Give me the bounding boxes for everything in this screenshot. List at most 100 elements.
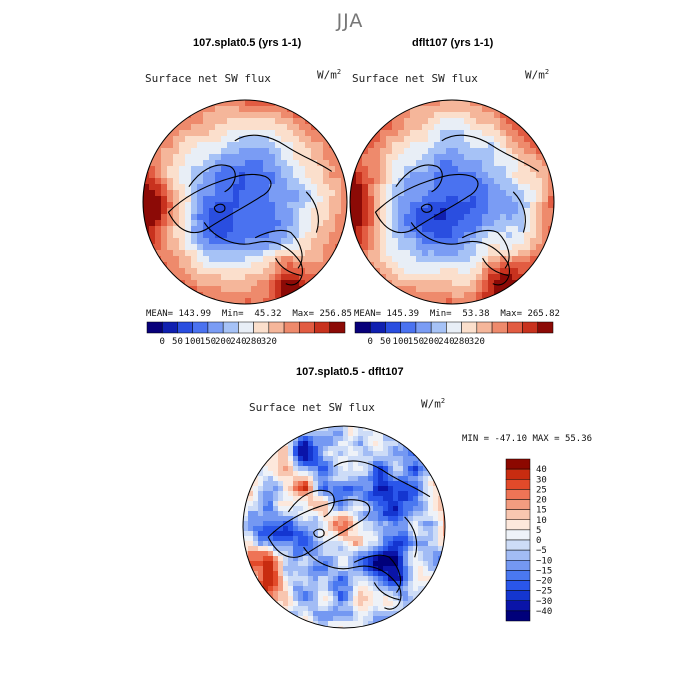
right-colorbar-box [522, 321, 539, 334]
right-stats: MEAN= 145.39 Min= 53.38 Max= 265.82 [354, 309, 560, 319]
right-colorbar-box [430, 321, 447, 334]
right-min: 53.38 [462, 309, 490, 319]
left-colorbar-box [192, 321, 209, 334]
difference-colorbar-tick: 30 [536, 475, 547, 485]
right-field [350, 100, 554, 304]
difference-field [243, 426, 445, 628]
right-map-border [349, 99, 555, 305]
right-colorbar-box [385, 321, 401, 334]
left-colorbar-box [314, 321, 331, 334]
difference-colorbar-tick: 25 [536, 485, 547, 495]
left-colorbar-box [177, 321, 193, 334]
right-panel-title: dflt107 (yrs 1-1) [412, 37, 494, 49]
left-max: 256.85 [319, 309, 352, 319]
right-colorbar-box [400, 321, 417, 334]
difference-colorbar-tick: −10 [536, 556, 552, 566]
left-colorbar-tick: 320 [261, 337, 277, 347]
difference-colorbar-tick: −15 [536, 566, 552, 576]
left-panel-title: 107.splat0.5 (yrs 1-1) [193, 37, 302, 49]
right-colorbar-box [507, 321, 523, 334]
right-colorbar-tick: 200 [423, 337, 439, 347]
diff-units: W/m2 [421, 397, 446, 411]
right-colorbar-box [491, 321, 508, 334]
difference-colorbar-box [505, 499, 531, 510]
right-colorbar-tick: 0 [368, 337, 373, 347]
left-colorbar-box [329, 321, 346, 334]
difference-colorbar-tick: −25 [536, 587, 552, 597]
left-mean-label: MEAN= [146, 309, 174, 319]
right-map [349, 99, 555, 305]
right-colorbar-box [369, 321, 386, 334]
right-colorbar-box [476, 321, 493, 334]
difference-colorbar-box [505, 590, 531, 601]
diff-max-label: MAX = [532, 434, 560, 444]
difference-colorbar-box [505, 468, 531, 480]
difference-colorbar-box [505, 529, 531, 541]
right-min-label: Min= [429, 309, 452, 319]
difference-colorbar-box [505, 458, 531, 470]
diff-min: -47.10 [494, 434, 528, 444]
left-min-label: Min= [221, 309, 244, 319]
left-colorbar-tick: 280 [245, 337, 261, 347]
diff-panel-title: 107.splat0.5 - dflt107 [296, 366, 404, 378]
right-colorbar-box [415, 321, 432, 334]
difference-colorbar-box [505, 489, 531, 500]
diff-max: 55.36 [564, 434, 593, 444]
difference-colorbar-tick: 15 [536, 506, 547, 516]
difference-colorbar-tick: 20 [536, 496, 547, 506]
right-colorbar-tick: 280 [453, 337, 469, 347]
right-colorbar-tick: 50 [380, 337, 391, 347]
season-title: JJA [336, 10, 364, 32]
left-colorbar-tick: 100 [185, 337, 201, 347]
difference-coastlines [267, 460, 431, 610]
difference-colorbar-box [505, 560, 531, 571]
left-colorbar-box [299, 321, 315, 334]
difference-colorbar-tick: −20 [536, 577, 552, 587]
left-colorbar-box [268, 321, 285, 334]
diff-min-label: MIN = [462, 434, 490, 444]
right-colorbar-tick: 150 [408, 337, 424, 347]
right-colorbar-box [354, 321, 371, 334]
difference-colorbar-box [505, 509, 531, 520]
left-field [143, 100, 347, 304]
right-units: W/m2 [525, 68, 550, 82]
difference-map-border [242, 425, 446, 629]
left-variable-label: Surface net SW flux [145, 72, 271, 85]
right-colorbar-tick: 100 [393, 337, 409, 347]
right-colorbar-tick: 240 [438, 337, 454, 347]
right-colorbar-box [461, 321, 478, 334]
left-map [142, 99, 348, 305]
left-colorbar-box [146, 321, 163, 334]
left-colorbar-box [161, 321, 178, 334]
difference-colorbar-tick: 5 [536, 526, 541, 536]
difference-colorbar-tick: 0 [536, 536, 541, 546]
right-colorbar-box [446, 321, 462, 334]
right-colorbar-box [537, 321, 554, 334]
difference-map [242, 425, 446, 629]
difference-colorbar-box [505, 610, 531, 622]
left-colorbar-tick: 150 [200, 337, 216, 347]
left-colorbar-tick: 50 [172, 337, 183, 347]
difference-colorbar-box [505, 580, 531, 591]
left-colorbar-tick: 240 [230, 337, 246, 347]
difference-colorbar-box [505, 539, 531, 551]
difference-colorbar-box [505, 600, 531, 612]
right-variable-label: Surface net SW flux [352, 72, 478, 85]
left-colorbar-box [238, 321, 254, 334]
difference-colorbar-tick: −5 [536, 546, 547, 556]
diff-stats: MIN = -47.10 MAX = 55.36 [462, 434, 592, 444]
difference-colorbar-tick: 40 [536, 465, 547, 475]
left-units: W/m2 [317, 68, 342, 82]
right-max-label: Max= [500, 309, 523, 319]
diff-variable-label: Surface net SW flux [249, 401, 375, 414]
difference-colorbar-tick: −40 [536, 607, 552, 617]
left-max-label: Max= [292, 309, 315, 319]
difference-colorbar-box [505, 570, 531, 581]
difference-colorbar-box [505, 519, 531, 531]
left-colorbar-box [283, 321, 300, 334]
left-stats: MEAN= 143.99 Min= 45.32 Max= 256.85 [146, 309, 352, 319]
